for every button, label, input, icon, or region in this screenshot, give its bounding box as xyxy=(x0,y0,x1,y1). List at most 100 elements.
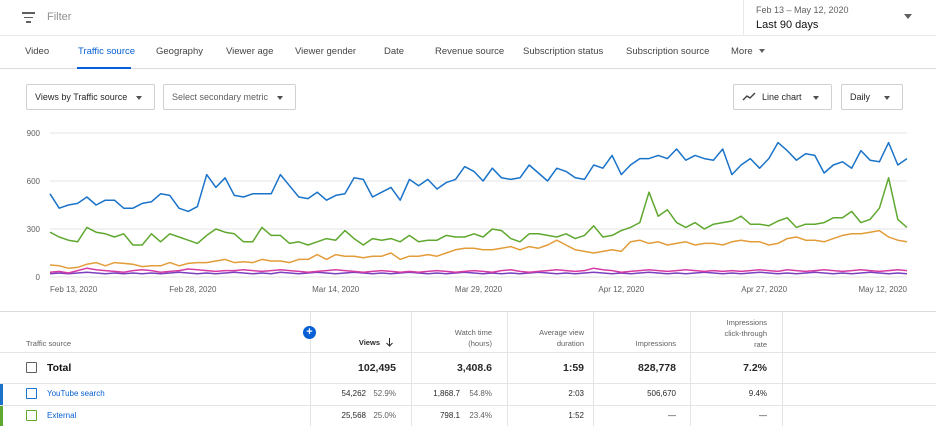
tab-revenue-source[interactable]: Revenue source xyxy=(435,46,505,57)
header-avd-line1: Average view xyxy=(539,328,584,337)
header-impressions[interactable]: Impressions xyxy=(635,339,676,348)
row-impressions: 506,670 xyxy=(647,389,676,398)
secondary-metric-dropdown[interactable]: Select secondary metric xyxy=(163,84,296,110)
filter-icon[interactable] xyxy=(22,12,35,23)
date-range-label: Last 90 days xyxy=(756,19,819,31)
tab-viewer-age[interactable]: Viewer age xyxy=(226,46,274,57)
header-watch-time-line1: Watch time xyxy=(454,328,492,337)
header-average-view-duration[interactable]: Average view duration xyxy=(508,327,584,349)
row-ctr: 9.4% xyxy=(748,389,767,398)
row-divider xyxy=(0,383,936,384)
series-line-4[interactable] xyxy=(49,271,908,275)
x-tick-label: May 12, 2020 xyxy=(859,285,908,294)
dimension-tabs: Video Traffic source Geography Viewer ag… xyxy=(0,36,936,69)
total-average-view-duration: 1:59 xyxy=(562,362,584,374)
x-tick-label: Mar 29, 2020 xyxy=(455,285,503,294)
x-tick-label: Apr 27, 2020 xyxy=(741,285,787,294)
chevron-down-icon xyxy=(904,14,912,19)
row-watch-time-percent: 23.4% xyxy=(469,411,492,420)
total-checkbox[interactable] xyxy=(26,362,37,373)
column-divider xyxy=(411,312,412,426)
tab-viewer-gender[interactable]: Viewer gender xyxy=(295,46,357,57)
header-ctr-line3: rate xyxy=(754,340,767,349)
header-impressions-ctr[interactable]: Impressions click-through rate xyxy=(691,317,767,350)
total-views: 102,495 xyxy=(358,362,396,374)
date-range-dates: Feb 13 – May 12, 2020 xyxy=(756,5,849,15)
row-views-percent: 25.0% xyxy=(373,411,396,420)
header-watch-time-line2: (hours) xyxy=(468,339,492,348)
tab-subscription-status[interactable]: Subscription status xyxy=(523,46,604,57)
tab-subscription-source[interactable]: Subscription source xyxy=(626,46,710,57)
tab-more[interactable]: More xyxy=(731,46,765,57)
row-checkbox[interactable] xyxy=(26,388,37,399)
date-range-picker[interactable]: Feb 13 – May 12, 2020 Last 90 days xyxy=(743,0,936,36)
header-avd-line2: duration xyxy=(556,339,584,348)
header-traffic-source: Traffic source xyxy=(26,339,72,348)
primary-metric-dropdown[interactable]: Views by Traffic source xyxy=(26,84,155,110)
sort-down-icon[interactable] xyxy=(386,338,393,347)
total-impressions: 828,778 xyxy=(638,362,676,374)
chart-type-dropdown[interactable]: Line chart xyxy=(733,84,832,110)
tab-geography[interactable]: Geography xyxy=(156,46,204,57)
traffic-source-link[interactable]: YouTube search xyxy=(47,389,105,398)
x-tick-label: Feb 13, 2020 xyxy=(50,285,98,294)
header-views[interactable]: Views xyxy=(358,338,380,347)
y-tick-label: 600 xyxy=(27,177,41,186)
row-average-view-duration: 2:03 xyxy=(568,389,584,398)
header-watch-time[interactable]: Watch time (hours) xyxy=(412,327,492,349)
active-tab-indicator xyxy=(77,67,131,69)
row-ctr: — xyxy=(759,411,767,420)
granularity-dropdown[interactable]: Daily xyxy=(841,84,903,110)
total-watch-time: 3,408.6 xyxy=(456,362,492,374)
caret-down-icon xyxy=(136,96,142,100)
column-divider xyxy=(690,312,691,426)
views-line-chart[interactable]: 900 600 300 0 Feb 13, 2020 Feb 28, 2020 Mar 14… xyxy=(0,118,936,300)
series-line-3[interactable] xyxy=(49,267,908,274)
row-views-percent: 52.9% xyxy=(373,389,396,398)
tab-traffic-source[interactable]: Traffic source xyxy=(78,46,136,57)
total-ctr: 7.2% xyxy=(743,362,767,374)
row-watch-time: 798.1 xyxy=(439,411,460,420)
granularity-label: Daily xyxy=(850,92,871,102)
row-views: 25,568 xyxy=(341,411,366,420)
traffic-source-link[interactable]: External xyxy=(47,411,77,420)
row-impressions: — xyxy=(668,411,676,420)
y-tick-label: 0 xyxy=(36,273,41,282)
add-metric-button[interactable]: + xyxy=(303,326,316,339)
caret-down-icon xyxy=(758,49,765,53)
series-line-0[interactable] xyxy=(49,141,908,213)
row-checkbox[interactable] xyxy=(26,410,37,421)
tab-video[interactable]: Video xyxy=(25,46,50,57)
line-chart-icon xyxy=(742,92,756,101)
row-watch-time-percent: 54.8% xyxy=(469,389,492,398)
chart-type-label: Line chart xyxy=(762,92,802,102)
row-watch-time: 1,868.7 xyxy=(433,389,460,398)
caret-down-icon xyxy=(884,96,890,100)
series-color-bar xyxy=(0,384,3,405)
column-divider xyxy=(507,312,508,426)
filter-input[interactable]: Filter xyxy=(47,11,72,23)
series-line-2[interactable] xyxy=(49,229,908,269)
caret-down-icon xyxy=(813,96,819,100)
row-divider xyxy=(0,405,936,406)
x-tick-label: Apr 12, 2020 xyxy=(598,285,644,294)
tab-more-label: More xyxy=(731,46,753,57)
series-color-bar xyxy=(0,406,3,426)
column-divider xyxy=(593,312,594,426)
primary-metric-label: Views by Traffic source xyxy=(35,92,128,102)
tab-date[interactable]: Date xyxy=(384,46,405,57)
header-ctr-line1: Impressions xyxy=(726,318,767,327)
y-tick-label: 900 xyxy=(27,129,41,138)
secondary-metric-label: Select secondary metric xyxy=(172,92,269,102)
top-filter-bar: Filter Feb 13 – May 12, 2020 Last 90 day… xyxy=(0,0,936,36)
x-tick-label: Feb 28, 2020 xyxy=(169,285,217,294)
row-views: 54,262 xyxy=(341,389,366,398)
row-divider xyxy=(0,352,936,353)
column-divider xyxy=(782,312,783,426)
x-tick-label: Mar 14, 2020 xyxy=(312,285,360,294)
y-tick-label: 300 xyxy=(27,225,41,234)
series-line-1[interactable] xyxy=(49,177,908,246)
caret-down-icon xyxy=(277,96,283,100)
traffic-source-table: Traffic source + Views Watch time (hours… xyxy=(0,311,936,426)
row-average-view-duration: 1:52 xyxy=(568,411,584,420)
